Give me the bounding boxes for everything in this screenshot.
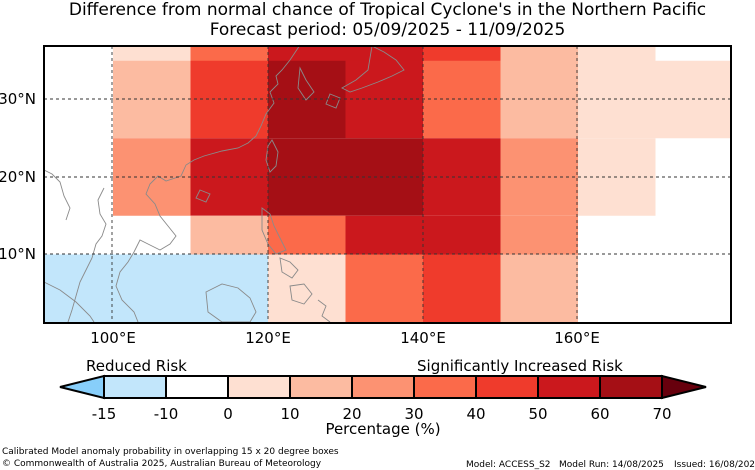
lon-label-140: 140°E xyxy=(400,329,446,347)
footer-method-note: Calibrated Model anomaly probability in … xyxy=(2,447,339,457)
colorbar-bins xyxy=(59,374,707,400)
footer-copyright: © Commonwealth of Australia 2025, Austra… xyxy=(2,459,322,469)
coastline-borneo xyxy=(205,283,257,323)
colorbar-bin xyxy=(537,375,601,399)
colorbar-bin xyxy=(351,375,415,399)
anomaly-cell xyxy=(655,254,731,323)
colorbar-bin xyxy=(413,375,477,399)
anomaly-cell xyxy=(113,254,191,323)
anomaly-cell xyxy=(423,60,501,139)
coastline-indochina-west xyxy=(67,187,107,323)
coastline-bay-of-bengal xyxy=(43,169,71,221)
colorbar-bin xyxy=(165,375,229,399)
lon-tick-labels: 100°E 120°E 140°E 160°E xyxy=(90,329,600,347)
colorbar-tick-labels: -15 -10 0 10 20 30 40 50 60 70 xyxy=(92,405,672,423)
coastline-sulawesi xyxy=(317,299,331,323)
anomaly-cells xyxy=(44,46,731,323)
colorbar-bin xyxy=(227,375,291,399)
anomaly-cell xyxy=(345,254,423,323)
colorbar-tick-label: 30 xyxy=(404,405,423,423)
colorbar-tick-label: 0 xyxy=(223,405,233,423)
lat-label-10: 10°N xyxy=(0,245,36,263)
footer-model-run: Model Run: 14/08/2025 xyxy=(559,460,664,470)
colorbar-tick-label: 50 xyxy=(528,405,547,423)
colorbar-extend-low xyxy=(59,374,105,400)
coastline-mainland-asia xyxy=(115,44,301,323)
forecast-period-subtitle: Forecast period: 05/09/2025 - 11/09/2025 xyxy=(209,20,566,40)
colorbar-tick-label: 40 xyxy=(466,405,485,423)
colorbar-bin xyxy=(475,375,539,399)
colorbar-tick-label: 70 xyxy=(652,405,671,423)
coastline-kyushu xyxy=(325,93,341,109)
lat-tick-labels: 30°N 20°N 10°N xyxy=(0,90,36,263)
map-frame xyxy=(43,45,732,324)
coastline-visayas xyxy=(279,257,299,279)
graticule xyxy=(44,46,731,323)
anomaly-cell xyxy=(345,60,423,139)
chart-title: Difference from normal chance of Tropica… xyxy=(68,0,707,20)
coastline-hainan xyxy=(195,189,211,203)
footer-model: Model: ACCESS_S2 xyxy=(466,460,551,470)
anomaly-cell xyxy=(113,60,191,139)
colorbar-title: Percentage (%) xyxy=(325,420,441,438)
colorbar-bin xyxy=(599,375,663,399)
colorbar-bin xyxy=(289,375,353,399)
lon-label-120: 120°E xyxy=(245,329,291,347)
lon-label-100: 100°E xyxy=(90,329,136,347)
colorbar-tick-label: 10 xyxy=(280,405,299,423)
coastline-korea xyxy=(297,66,315,101)
colorbar-tick-label: 20 xyxy=(342,405,361,423)
coastline-sumatra xyxy=(43,281,95,323)
anomaly-cell xyxy=(190,60,268,139)
footer-issued: Issued: 16/08/2025 xyxy=(674,460,755,470)
coastline-mindanao xyxy=(289,283,313,305)
colorbar-tick-label: -15 xyxy=(92,405,117,423)
colorbar-tick-label: 60 xyxy=(590,405,609,423)
anomaly-cell xyxy=(190,254,268,323)
reduced-risk-label: Reduced Risk xyxy=(86,357,187,375)
colorbar-bin xyxy=(103,375,167,399)
colorbar-extend-high xyxy=(661,374,707,400)
anomaly-cell xyxy=(500,60,578,139)
increased-risk-label: Significantly Increased Risk xyxy=(417,357,623,375)
lat-label-20: 20°N xyxy=(0,168,36,186)
coastline-japan xyxy=(341,45,405,93)
anomaly-cell xyxy=(500,254,578,323)
coastlines xyxy=(43,44,405,323)
coastline-luzon xyxy=(261,207,287,255)
anomaly-cell xyxy=(423,254,501,323)
anomaly-cell xyxy=(578,60,656,139)
anomaly-cell xyxy=(44,46,113,100)
lat-label-30: 30°N xyxy=(0,90,36,108)
coastline-taiwan xyxy=(265,139,279,173)
anomaly-cell xyxy=(655,60,731,139)
colorbar-tick-label: -10 xyxy=(154,405,179,423)
lon-label-160: 160°E xyxy=(554,329,600,347)
